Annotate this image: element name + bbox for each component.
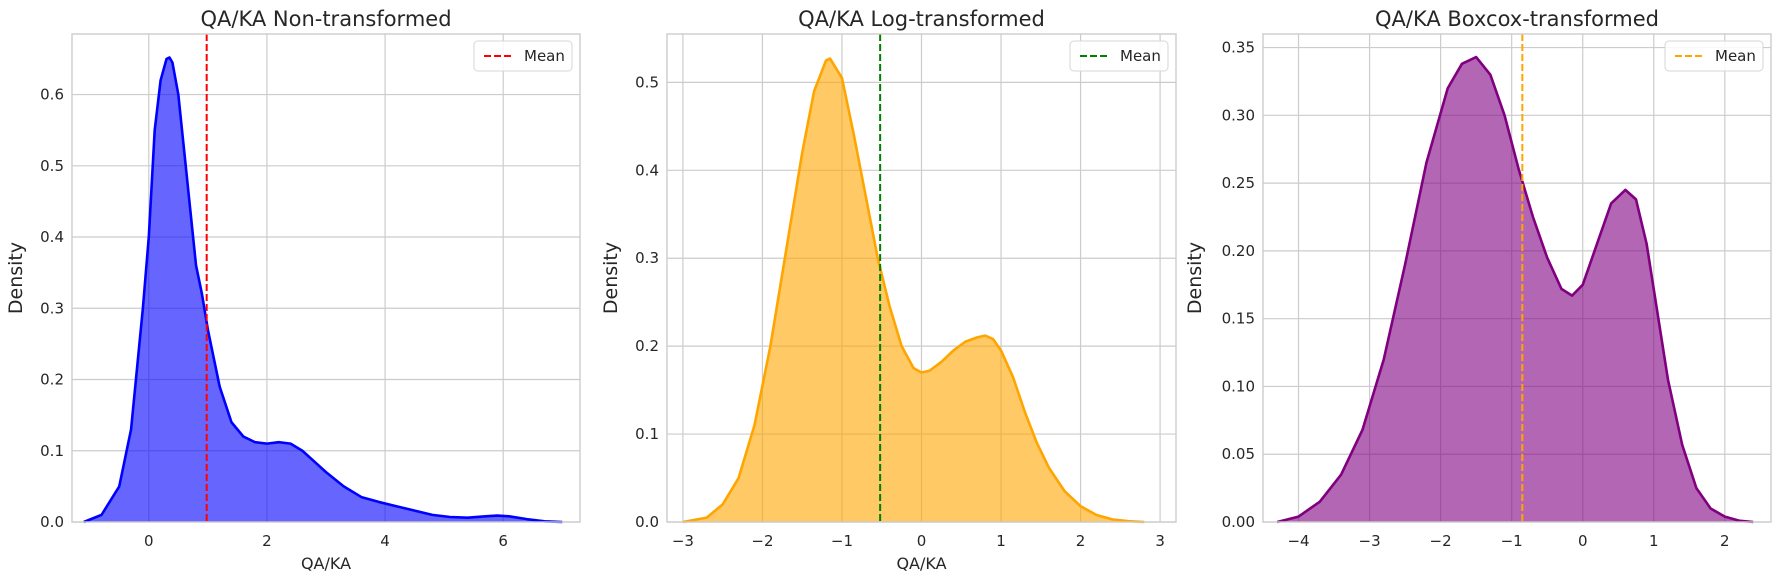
y-tick-label-3: 0.3 [635, 249, 659, 267]
y-tick-label-3: 0.3 [40, 299, 64, 317]
y-tick-label-2: 0.2 [635, 337, 659, 355]
y-tick-label-5: 0.5 [635, 73, 659, 91]
chart-title: QA/KA Log-transformed [798, 7, 1045, 31]
y-tick-label-6: 0.6 [40, 86, 64, 104]
chart-title: QA/KA Boxcox-transformed [1375, 7, 1659, 31]
axes-frame [1262, 33, 1772, 523]
x-tick-label-3: 6 [498, 532, 508, 550]
x-axis-label: QA/KA [896, 554, 946, 573]
x-tick-label-4: 0 [1578, 532, 1588, 550]
y-tick-label-6: 0.30 [1222, 106, 1255, 124]
chart-title: QA/KA Non-transformed [200, 7, 451, 31]
y-tick-label-0: 0.00 [1222, 513, 1255, 531]
y-tick-label-4: 0.20 [1222, 242, 1255, 260]
chart-panel-1: 0.0 0.1 0.2 0.3 0.4 0.5 0.6 0 2 4 6 QA/KA Non-trans… [5, 7, 581, 573]
legend: Mean [1069, 40, 1169, 72]
y-tick-label-0: 0.0 [40, 513, 64, 531]
y-tick-label-1: 0.05 [1222, 445, 1255, 463]
y-axis-label: Density [5, 242, 27, 314]
x-tick-label-3: −1 [1501, 532, 1523, 550]
x-tick-label-6: 2 [1720, 532, 1730, 550]
axes-frame [71, 33, 581, 523]
y-tick-label-1: 0.1 [40, 442, 64, 460]
y-tick-label-1: 0.1 [635, 425, 659, 443]
x-tick-label-1: −2 [751, 532, 773, 550]
legend-label-mean: Mean [1120, 47, 1161, 65]
x-tick-label-0: 0 [144, 532, 154, 550]
x-tick-label-5: 1 [1649, 532, 1659, 550]
x-tick-label-4: 1 [996, 532, 1006, 550]
y-axis-label: Density [600, 242, 622, 314]
x-axis-label: QA/KA [301, 554, 351, 573]
density-area [1277, 57, 1754, 523]
y-tick-label-4: 0.4 [635, 161, 659, 179]
x-tick-label-0: −3 [672, 532, 694, 550]
y-tick-label-2: 0.10 [1222, 377, 1255, 395]
density-line [83, 56, 563, 524]
density-line [682, 57, 1145, 524]
y-tick-label-5: 0.5 [40, 157, 64, 175]
legend: Mean [1664, 40, 1764, 72]
y-tick-label-3: 0.15 [1222, 310, 1255, 328]
y-tick-label-7: 0.35 [1222, 39, 1255, 57]
y-axis-label: Density [1184, 242, 1206, 314]
density-area [682, 58, 1145, 523]
y-tick-label-4: 0.4 [40, 228, 64, 246]
legend-box [1069, 40, 1169, 72]
x-tick-label-2: 4 [380, 532, 390, 550]
x-tick-label-5: 2 [1076, 532, 1086, 550]
x-tick-label-1: 2 [262, 532, 272, 550]
legend-box [473, 40, 573, 72]
density-area [83, 57, 563, 522]
x-tick-label-1: −3 [1359, 532, 1381, 550]
y-tick-label-0: 0.0 [635, 513, 659, 531]
y-tick-label-5: 0.25 [1222, 174, 1255, 192]
x-tick-label-0: −4 [1287, 532, 1309, 550]
x-tick-label-2: −1 [831, 532, 853, 550]
y-tick-label-2: 0.2 [40, 371, 64, 389]
density-line [1276, 55, 1754, 524]
chart-panel-3: 0.00 0.05 0.10 0.15 0.20 0.25 0.30 0.35 −4 −3 −2 −1… [1184, 7, 1772, 550]
chart-panel-2: 0.0 0.1 0.2 0.3 0.4 0.5 −3 −2 −1 0 1 2 3 QA/KA Log-tr… [600, 7, 1177, 573]
legend-box [1664, 40, 1764, 72]
legend-label-mean: Mean [1715, 47, 1756, 65]
x-tick-label-3: 0 [917, 532, 927, 550]
x-tick-label-2: −2 [1430, 532, 1452, 550]
legend: Mean [473, 40, 573, 72]
x-tick-label-6: 3 [1155, 532, 1165, 550]
legend-label-mean: Mean [524, 47, 565, 65]
axes-frame [666, 33, 1177, 523]
